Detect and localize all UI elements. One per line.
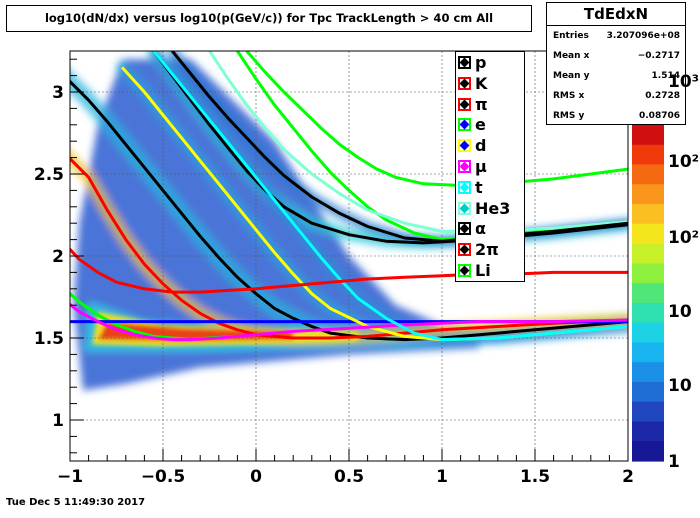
- legend-label: e: [475, 115, 486, 135]
- chart-title: log10(dN/dx) versus log10(p(GeV/c)) for …: [6, 5, 532, 32]
- palette-swatch: [632, 283, 664, 304]
- palette-swatch: [632, 381, 664, 403]
- y-tick-label: 2.5: [34, 165, 64, 185]
- legend-entry: He3: [456, 198, 510, 219]
- palette-swatch: [632, 322, 664, 343]
- palette-swatch: [632, 243, 664, 264]
- stats-value: 1.514: [651, 71, 680, 81]
- stats-row-mean-x: Mean x −0.2717: [547, 46, 685, 66]
- legend-label: α: [475, 219, 486, 239]
- legend-entry: π: [456, 94, 488, 115]
- legend-marker-icon: [458, 97, 471, 111]
- legend-entry: Li: [456, 260, 491, 281]
- color-palette: [632, 125, 664, 462]
- x-tick-label: 1: [436, 467, 448, 487]
- y-tick-label: 3: [52, 83, 64, 103]
- y-tick-label: 1.5: [34, 329, 64, 349]
- stats-box: TdEdxN Entries 3.207096e+08 Mean x −0.27…: [546, 2, 686, 125]
- legend-entry: 2π: [456, 239, 499, 260]
- legend-marker-icon: [458, 201, 471, 215]
- legend-entry: d: [456, 135, 486, 156]
- palette-label: 10: [668, 376, 692, 396]
- palette-label: 1: [668, 452, 680, 472]
- palette-swatch: [632, 144, 664, 166]
- legend-marker-icon: [458, 160, 471, 173]
- y-tick-label: 2: [52, 247, 64, 267]
- stats-label: Mean x: [553, 51, 590, 61]
- legend-entry: p: [456, 52, 486, 73]
- legend-entry: e: [456, 114, 486, 135]
- curve-mu: [70, 302, 628, 342]
- palette-swatch: [632, 362, 664, 383]
- stats-name: TdEdxN: [547, 3, 685, 26]
- timestamp: Tue Dec 5 11:49:30 2017: [6, 497, 146, 508]
- palette-swatch: [632, 204, 664, 225]
- y-tick-label: 1: [52, 411, 64, 431]
- legend-label: p: [475, 53, 487, 72]
- palette-swatch: [632, 421, 664, 442]
- x-tick-label: −0.5: [141, 467, 185, 487]
- legend-marker-icon: [458, 139, 471, 153]
- curve-t: [152, 51, 628, 342]
- stats-row-entries: Entries 3.207096e+08: [547, 26, 685, 46]
- legend-label: d: [475, 136, 487, 156]
- legend-marker-icon: [458, 222, 471, 236]
- palette-label: 10: [668, 302, 692, 322]
- palette-label: 10²: [668, 228, 700, 248]
- legend-label: t: [475, 177, 483, 197]
- stats-label: Entries: [553, 31, 589, 41]
- palette-swatch: [632, 164, 664, 185]
- legend-label: π: [475, 94, 488, 114]
- palette-swatch: [632, 125, 664, 146]
- stats-label: RMS y: [553, 111, 585, 121]
- legend-marker-icon: [458, 56, 471, 69]
- palette-label: 10³: [668, 72, 700, 92]
- x-tick-label: 0.5: [334, 467, 364, 487]
- x-tick-label: 1.5: [520, 467, 550, 487]
- legend-label: He3: [475, 198, 511, 218]
- palette-label: 10²: [668, 152, 700, 172]
- legend-marker-icon: [458, 264, 471, 277]
- curve-pi: [70, 156, 628, 340]
- legend-entry: K: [456, 73, 487, 94]
- legend-entry: α: [456, 218, 486, 239]
- stats-value: −0.2717: [637, 51, 680, 61]
- stats-row-rms-y: RMS y 0.08706: [547, 106, 685, 126]
- palette-swatch: [632, 223, 664, 245]
- stats-label: Mean y: [553, 71, 590, 81]
- x-tick-label: 2: [622, 467, 634, 487]
- legend-entry: μ: [456, 156, 487, 177]
- stats-value: 3.207096e+08: [606, 31, 680, 41]
- stats-label: RMS x: [553, 91, 585, 101]
- palette-swatch: [632, 401, 664, 423]
- legend-marker-icon: [458, 118, 471, 132]
- legend-marker-icon: [458, 180, 471, 194]
- legend-label: 2π: [475, 240, 499, 260]
- legend-marker-icon: [458, 76, 471, 90]
- stats-value: 0.2728: [645, 91, 680, 101]
- legend-marker-icon: [458, 243, 471, 257]
- legend-entry: t: [456, 177, 483, 198]
- legend-label: μ: [475, 157, 487, 176]
- x-tick-label: 0: [250, 467, 262, 487]
- x-tick-label: −1: [57, 467, 83, 487]
- stats-row-mean-y: Mean y 1.514: [547, 66, 685, 86]
- palette-swatch: [632, 263, 664, 284]
- legend-label: K: [475, 73, 488, 93]
- palette-swatch: [632, 342, 664, 363]
- palette-swatch: [632, 184, 664, 205]
- palette-swatch: [632, 302, 664, 324]
- legend-label: Li: [475, 261, 491, 280]
- palette-swatch: [632, 441, 664, 462]
- heatmap-bands: [70, 51, 628, 391]
- stats-row-rms-x: RMS x 0.2728: [547, 86, 685, 106]
- stats-value: 0.08706: [639, 111, 680, 121]
- axes-layer: −1 −0.5 0 0.5 1 1.5 2 1 1.5 2 2.5 3: [34, 58, 634, 487]
